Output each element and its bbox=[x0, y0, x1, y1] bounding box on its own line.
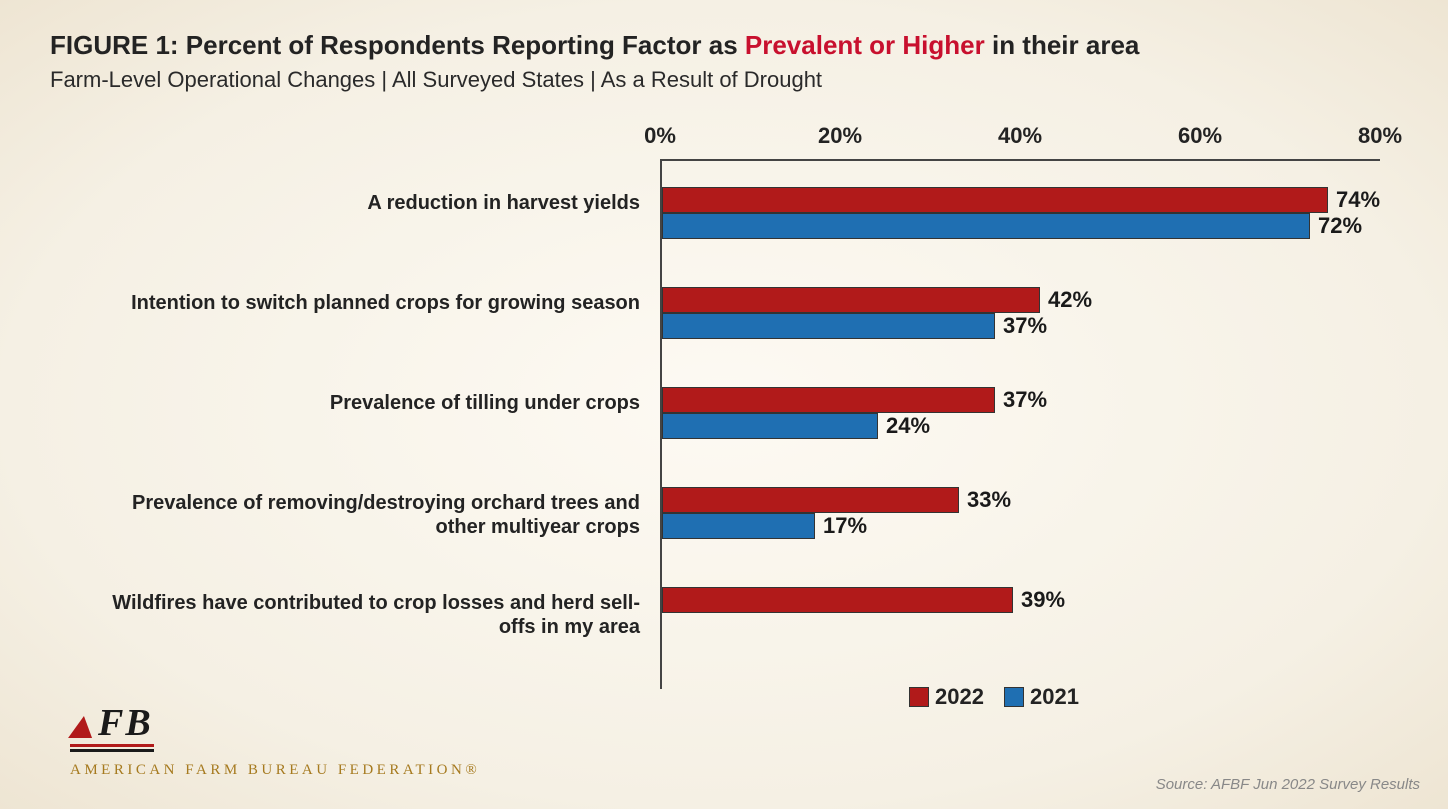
logo-underline-black bbox=[70, 749, 154, 752]
bar-value-label: 24% bbox=[886, 413, 930, 439]
bar-2021 bbox=[662, 513, 815, 539]
legend-label: 2021 bbox=[1030, 684, 1079, 709]
axis-tick: 80% bbox=[1358, 123, 1402, 149]
category-label: Prevalence of removing/destroying orchar… bbox=[80, 491, 640, 539]
title-highlight: Prevalent or Higher bbox=[745, 30, 985, 60]
category-label: Intention to switch planned crops for gr… bbox=[131, 291, 640, 315]
title-suffix: in their area bbox=[985, 30, 1140, 60]
legend-swatch bbox=[909, 687, 929, 707]
bar-group: 42%37% bbox=[660, 273, 1380, 373]
category-label: A reduction in harvest yields bbox=[367, 191, 640, 215]
bar-group: 39% bbox=[660, 573, 1380, 673]
legend: 2022 2021 bbox=[570, 683, 1398, 710]
logo-underline-red bbox=[70, 744, 154, 747]
bar-2022 bbox=[662, 587, 1013, 613]
bar-group: 37% 24% bbox=[660, 373, 1380, 473]
axis-tick: 0% bbox=[644, 123, 676, 149]
bar-2022 bbox=[662, 187, 1328, 213]
x-axis: 0%20%40%60%80% bbox=[660, 123, 1380, 163]
bar-value-label: 42% bbox=[1048, 287, 1092, 313]
category-label: Wildfires have contributed to crop losse… bbox=[80, 591, 640, 639]
axis-tick: 60% bbox=[1178, 123, 1222, 149]
bar-group: 33% 17% bbox=[660, 473, 1380, 573]
bar-value-label: 33% bbox=[967, 487, 1011, 513]
bar-2021 bbox=[662, 413, 878, 439]
org-name: AMERICAN FARM BUREAU FEDERATION® bbox=[70, 762, 480, 779]
bar-groups: 74%72%42%37%37%24%33%17%39% bbox=[660, 173, 1380, 673]
bar-2021 bbox=[662, 313, 995, 339]
axis-tick: 20% bbox=[818, 123, 862, 149]
bar-value-label: 37% bbox=[1003, 313, 1047, 339]
chart-container: FIGURE 1: Percent of Respondents Reporti… bbox=[0, 0, 1448, 710]
bar-2022 bbox=[662, 287, 1040, 313]
logo-block: FB AMERICAN FARM BUREAU FEDERATION® bbox=[70, 708, 480, 779]
figure-subtitle: Farm-Level Operational Changes | All Sur… bbox=[50, 67, 1398, 93]
bar-value-label: 74% bbox=[1336, 187, 1380, 213]
bar-value-label: 17% bbox=[823, 513, 867, 539]
bar-group: 74%72% bbox=[660, 173, 1380, 273]
logo-mark: FB bbox=[70, 708, 480, 738]
logo-letter-b: B bbox=[125, 708, 150, 738]
bar-2022 bbox=[662, 387, 995, 413]
legend-label: 2022 bbox=[935, 684, 984, 709]
axis-baseline-top bbox=[660, 159, 1380, 161]
category-labels-column: A reduction in harvest yields Intention … bbox=[50, 123, 660, 673]
source-citation: Source: AFBF Jun 2022 Survey Results bbox=[1156, 776, 1420, 793]
legend-swatch bbox=[1004, 687, 1024, 707]
bar-2022 bbox=[662, 487, 959, 513]
figure-title: FIGURE 1: Percent of Respondents Reporti… bbox=[50, 30, 1398, 61]
plot-area: 0%20%40%60%80% 74%72%42%37%37%24%33%17%3… bbox=[660, 123, 1380, 673]
logo-flag-icon bbox=[68, 716, 96, 738]
axis-tick: 40% bbox=[998, 123, 1042, 149]
chart-area: A reduction in harvest yields Intention … bbox=[50, 123, 1398, 673]
bar-value-label: 72% bbox=[1318, 213, 1362, 239]
bar-value-label: 39% bbox=[1021, 587, 1065, 613]
title-prefix: FIGURE 1: Percent of Respondents Reporti… bbox=[50, 30, 745, 60]
bar-value-label: 37% bbox=[1003, 387, 1047, 413]
logo-letter-f: F bbox=[98, 708, 123, 738]
category-label: Prevalence of tilling under crops bbox=[330, 391, 640, 415]
bar-2021 bbox=[662, 213, 1310, 239]
